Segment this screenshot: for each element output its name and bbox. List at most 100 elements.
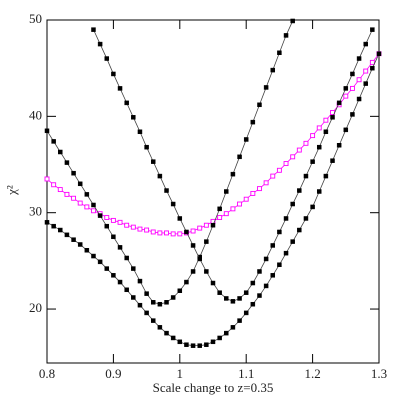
x-tick-label: 1.1 — [238, 366, 254, 381]
series-line — [46, 53, 380, 347]
data-point — [150, 318, 156, 323]
data-point — [310, 133, 316, 139]
data-point — [290, 154, 296, 160]
data-point — [44, 220, 50, 225]
data-point — [237, 318, 242, 323]
data-point — [150, 300, 156, 305]
data-point — [270, 173, 276, 179]
data-point — [97, 41, 103, 47]
x-tick-label: 1.2 — [304, 366, 320, 381]
data-point — [197, 256, 202, 262]
data-point — [277, 229, 282, 235]
data-point — [64, 232, 70, 238]
data-point — [197, 343, 202, 348]
data-point — [257, 186, 262, 192]
data-point — [343, 127, 349, 133]
data-point — [84, 192, 90, 197]
data-point — [91, 27, 96, 32]
data-point — [349, 85, 355, 91]
data-point — [64, 160, 70, 165]
data-point — [243, 310, 249, 316]
data-point — [157, 230, 163, 236]
data-point — [330, 115, 335, 120]
data-point — [104, 215, 110, 220]
data-point — [110, 217, 116, 223]
data-point — [51, 139, 56, 144]
data-point — [250, 119, 256, 125]
data-point — [177, 339, 183, 345]
data-point — [204, 269, 209, 274]
data-point — [84, 248, 90, 253]
data-point — [204, 239, 209, 244]
data-point — [217, 206, 222, 212]
y-axis-label: χ² — [4, 185, 19, 196]
data-point — [164, 300, 169, 305]
data-point — [117, 245, 123, 250]
data-point — [144, 144, 149, 150]
data-point — [276, 167, 282, 173]
data-point — [124, 255, 129, 261]
data-point — [283, 33, 289, 38]
data-point — [184, 229, 189, 235]
data-point — [164, 230, 169, 236]
data-point — [336, 143, 342, 148]
data-point — [164, 188, 169, 193]
data-point — [303, 216, 309, 221]
data-point — [58, 149, 63, 155]
data-point — [363, 81, 368, 86]
data-point — [270, 67, 276, 73]
data-point — [190, 343, 196, 348]
data-point — [117, 279, 123, 285]
data-point — [224, 296, 229, 301]
data-point — [323, 117, 329, 123]
data-point — [230, 299, 236, 304]
data-point — [243, 290, 249, 295]
data-point — [363, 68, 369, 74]
data-point — [124, 287, 129, 293]
data-point — [157, 173, 163, 179]
data-point — [130, 224, 136, 230]
data-point — [243, 196, 249, 202]
data-point — [184, 279, 189, 285]
data-point — [297, 227, 302, 233]
data-point — [190, 228, 196, 234]
data-point — [263, 180, 269, 186]
data-point — [144, 291, 149, 296]
data-point — [44, 128, 50, 134]
data-point — [137, 129, 143, 135]
data-point — [263, 85, 269, 90]
data-point — [257, 102, 262, 108]
x-tick-label: 1.3 — [371, 366, 387, 381]
data-point — [270, 243, 276, 248]
data-point — [71, 195, 77, 201]
data-point — [343, 93, 349, 99]
data-point — [217, 215, 223, 220]
data-point — [137, 278, 143, 284]
data-point — [330, 158, 335, 163]
data-point — [316, 144, 322, 150]
data-point — [323, 129, 329, 135]
data-point — [290, 18, 295, 24]
data-point — [197, 225, 203, 231]
data-point — [350, 71, 355, 77]
data-point — [111, 273, 116, 278]
data-point — [117, 86, 123, 91]
data-point — [270, 273, 276, 278]
data-point — [217, 335, 222, 341]
data-point — [257, 269, 262, 274]
data-point — [150, 159, 156, 164]
x-axis-label: Scale change to z=0.35 — [153, 380, 274, 395]
data-point — [131, 115, 136, 120]
data-point — [97, 213, 103, 218]
data-point — [350, 112, 355, 117]
data-point — [203, 222, 209, 228]
data-point — [370, 65, 375, 71]
data-point — [177, 288, 183, 293]
data-point — [230, 171, 236, 177]
y-tick-label: 40 — [29, 107, 42, 122]
data-point — [177, 216, 183, 221]
data-point — [104, 266, 110, 271]
data-point — [64, 191, 70, 197]
data-point — [58, 227, 63, 233]
